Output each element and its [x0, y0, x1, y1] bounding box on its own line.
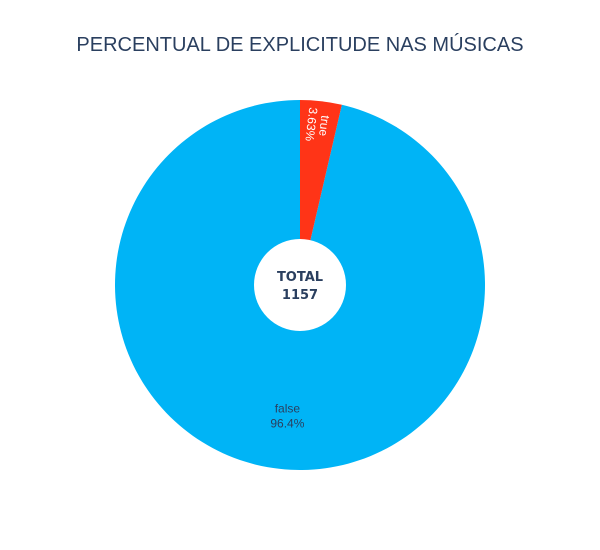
donut-hole [254, 239, 346, 331]
center-total-value: 1157 [282, 288, 318, 303]
chart-title: PERCENTUAL DE EXPLICITUDE NAS MÚSICAS [76, 33, 523, 56]
center-total-label: TOTAL [277, 270, 323, 285]
slice-label-false: false 96.4% [270, 401, 304, 430]
